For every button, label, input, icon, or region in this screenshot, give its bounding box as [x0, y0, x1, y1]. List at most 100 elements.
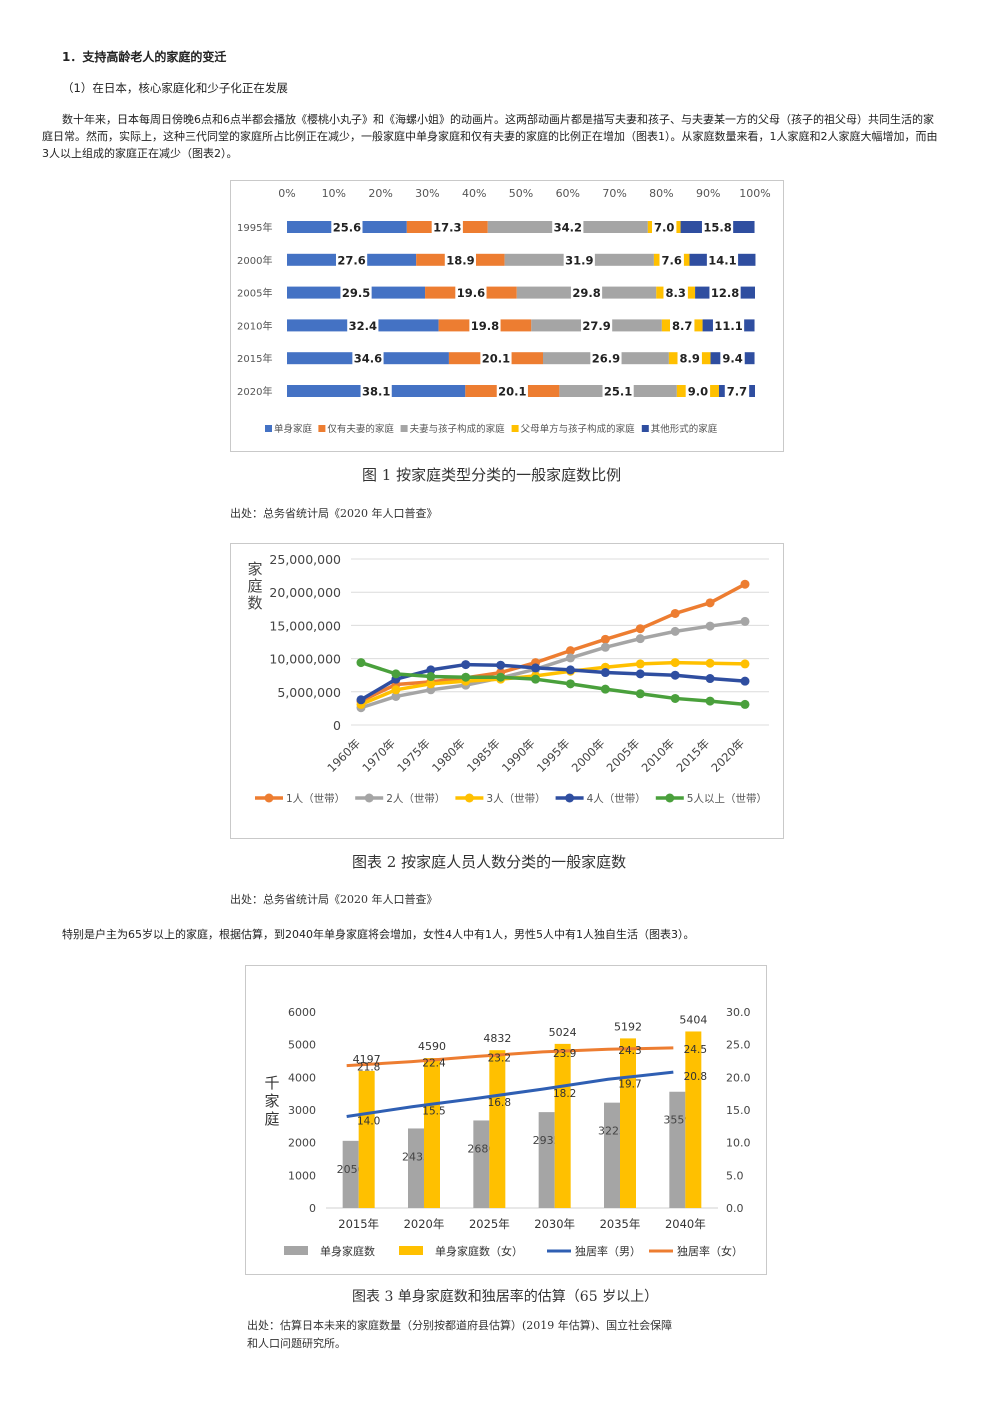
data-label-background [360, 384, 392, 398]
x-tick-label: 2020年 [404, 1217, 445, 1231]
x-tick-label: 60% [556, 187, 580, 200]
data-label: 18.9 [446, 253, 474, 267]
figure3-chart-frame: 6000 5000 4000 3000 2000 1000 0 30.0 25.0 20.0 15.… [245, 965, 767, 1275]
y-tick-label: 5,000,000 [277, 685, 341, 700]
data-label: 11.1 [714, 319, 742, 333]
legend-marker [565, 793, 575, 803]
data-point [635, 689, 645, 699]
y-category-label: 2005年 [237, 287, 272, 300]
data-label-background [455, 285, 487, 300]
data-label: 15.8 [703, 221, 731, 235]
legend-swatch [265, 425, 272, 432]
data-point [600, 684, 610, 694]
data-label: 8.7 [672, 319, 692, 333]
y-tick-label: 0 [333, 718, 341, 733]
data-label: 9.4 [722, 352, 742, 366]
legend-marker [464, 793, 474, 803]
data-point [426, 679, 436, 689]
x-tick-label: 0% [278, 187, 295, 200]
data-point [740, 616, 750, 626]
y-tick-label: 25,000,000 [269, 552, 341, 567]
y-tick-label: 15,000,000 [269, 618, 341, 633]
data-label-background [552, 220, 584, 234]
x-tick-label: 10% [322, 187, 346, 200]
x-tick-label: 1990年 [499, 736, 538, 775]
line-data-label: 24.3 [618, 1045, 641, 1057]
data-label: 31.9 [565, 253, 593, 267]
y-right-tick-label: 10.0 [726, 1137, 751, 1150]
legend-label: 其他形式的家庭 [651, 423, 718, 435]
data-label: 20.1 [482, 352, 510, 366]
legend-swatch [511, 425, 519, 432]
figure2-caption: 图表 2 按家庭人员人数分类的一般家庭数 [352, 853, 627, 871]
data-label-background [709, 285, 741, 300]
x-tick-label: 1970年 [359, 736, 398, 775]
data-label: 20.1 [498, 385, 526, 399]
figure1-chart-frame: 0% 10% 20% 30% 40% 50% 60% 70% 80% 90% 100% 1995年 25… [230, 180, 784, 452]
line-data-label: 19.7 [618, 1078, 641, 1090]
data-label: 34.6 [354, 352, 382, 366]
bar [489, 1050, 506, 1208]
legend-label: 5人以上（世带） [687, 793, 767, 805]
data-point [600, 634, 610, 644]
data-label-background [563, 252, 595, 267]
second-paragraph: 特别是户主为65岁以上的家庭，根据估算，到2040年单身家庭将会增加，女性4人中… [62, 928, 695, 941]
data-label: 7.0 [654, 221, 674, 235]
data-label-background [670, 318, 695, 333]
data-point [740, 659, 750, 669]
legend-swatch [284, 1246, 308, 1255]
y-left-tick-label: 3000 [288, 1104, 316, 1117]
data-point [635, 624, 645, 634]
line-data-label: 23.9 [553, 1048, 576, 1060]
data-label-background [659, 252, 684, 267]
data-label: 29.5 [342, 286, 370, 300]
data-label-background [724, 384, 750, 398]
bar [685, 1031, 702, 1208]
x-tick-label: 40% [462, 187, 486, 200]
data-point [705, 696, 715, 706]
data-label-background [720, 351, 745, 366]
legend-marker [264, 793, 274, 803]
data-point [531, 674, 541, 684]
data-label: 25.1 [604, 385, 632, 399]
legend-label: 2人（世带） [386, 793, 445, 805]
data-point [426, 672, 436, 682]
data-label: 32.4 [349, 319, 377, 333]
bar-data-label: 5404 [679, 1013, 707, 1026]
data-label-background [590, 351, 622, 366]
series-line [346, 1046, 674, 1068]
data-label-background [663, 285, 688, 300]
intro-paragraph: 数十年来，日本每周日傍晚6点和6点半都会播放《樱桃小丸子》和《海螺小姐》的动画片… [42, 111, 942, 162]
y-left-tick-label: 6000 [288, 1006, 316, 1019]
bar-data-label: 5192 [614, 1020, 642, 1033]
data-point [635, 659, 645, 669]
x-tick-label: 1960年 [324, 736, 363, 775]
x-tick-label: 2030年 [534, 1217, 575, 1231]
y-tick-label: 10,000,000 [269, 652, 341, 667]
data-label: 8.3 [665, 286, 685, 300]
data-point [705, 598, 715, 608]
section-heading: 1．支持高龄老人的家庭的变迁 [62, 50, 227, 64]
x-tick-label: 1995年 [534, 736, 573, 775]
data-point [740, 676, 750, 686]
data-label-background [706, 252, 739, 267]
line-data-label: 24.5 [684, 1044, 707, 1056]
data-point [705, 621, 715, 631]
legend-swatch [641, 425, 649, 432]
bar [604, 1102, 620, 1208]
y-right-tick-label: 15.0 [726, 1104, 751, 1117]
data-point [356, 658, 366, 668]
y-category-label: 2015年 [237, 352, 272, 365]
bar-data-label: 2435 [402, 1150, 430, 1163]
legend-label: 3人（世带） [486, 793, 545, 805]
y-tick-label: 20,000,000 [269, 585, 341, 600]
data-label-background [496, 384, 528, 398]
data-point [565, 653, 575, 663]
data-point [670, 626, 680, 636]
figure3-source-line2: 和人口问题研究所。 [247, 1337, 346, 1350]
x-tick-label: 90% [696, 187, 720, 200]
y-left-tick-label: 1000 [288, 1169, 316, 1182]
line-data-label: 20.8 [684, 1071, 707, 1083]
legend-label: 单身家庭 [274, 423, 313, 435]
data-label-background [712, 318, 745, 333]
